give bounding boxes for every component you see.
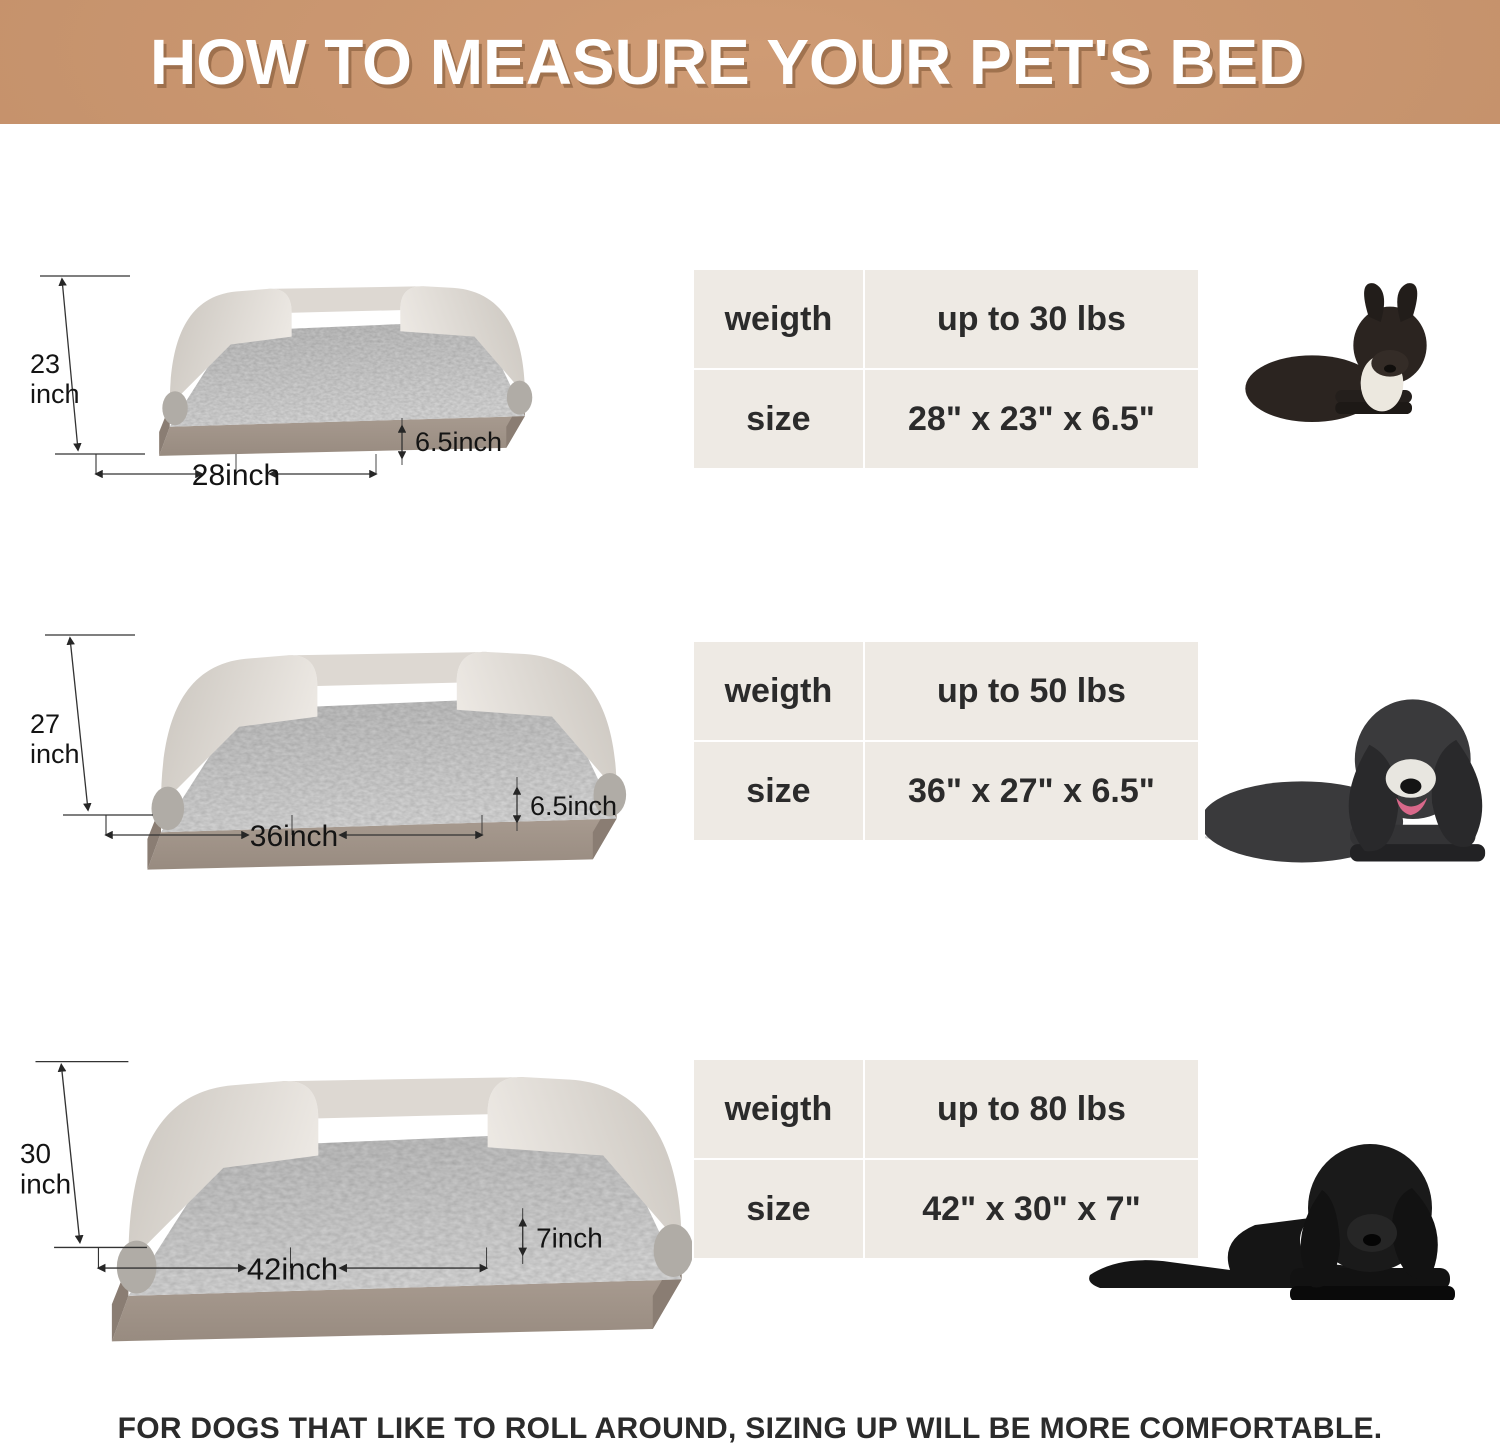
svg-text:30: 30 [20, 1138, 51, 1169]
svg-text:27: 27 [30, 709, 60, 739]
svg-text:inch: inch [30, 739, 80, 769]
svg-text:6.5inch: 6.5inch [415, 427, 502, 457]
svg-text:inch: inch [20, 1169, 71, 1200]
svg-text:inch: inch [30, 379, 80, 409]
svg-text:23: 23 [30, 349, 60, 379]
svg-text:6.5inch: 6.5inch [530, 791, 617, 821]
svg-text:42inch: 42inch [247, 1251, 338, 1286]
svg-text:28inch: 28inch [192, 459, 280, 492]
svg-text:7inch: 7inch [536, 1222, 603, 1253]
svg-text:36inch: 36inch [250, 820, 338, 853]
